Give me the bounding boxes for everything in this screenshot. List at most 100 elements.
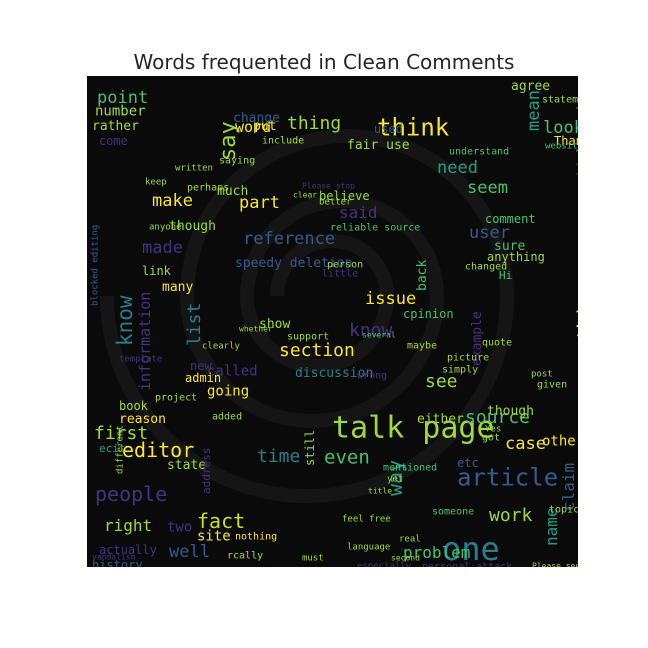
word-77: anything (487, 250, 545, 264)
word-48: reason (119, 412, 166, 427)
word-2: article (457, 464, 558, 492)
spiral-mask-outline (100, 129, 515, 503)
word-80: mentioned (383, 462, 437, 473)
word-15: right (104, 516, 152, 535)
word-100: still (303, 430, 317, 466)
word-122: several (362, 331, 396, 340)
word-66: put (253, 119, 276, 134)
word-38: claim (559, 463, 578, 511)
word-67: much (217, 184, 248, 199)
word-9: first (94, 423, 148, 444)
words-layer: talk page one article think people fact editor… (91, 79, 578, 567)
word-87: person (327, 259, 363, 270)
word-92: anyone (149, 223, 182, 233)
word-123: whether (239, 325, 273, 334)
word-13: work (489, 505, 533, 526)
word-91: keep (145, 178, 167, 188)
word-7: even (324, 447, 370, 469)
word-33: know (113, 295, 137, 346)
word-6: editor (122, 438, 194, 462)
word-4: people (95, 482, 167, 506)
word-113: clearly (202, 342, 241, 352)
word-41: going (207, 384, 249, 400)
word-24: case (505, 434, 546, 454)
word-35: look (543, 118, 578, 138)
word-18: made (142, 238, 183, 258)
word-8: section (279, 340, 355, 361)
word-98: nothing (235, 531, 277, 542)
word-65: used (374, 122, 403, 136)
word-44: site (197, 529, 231, 545)
word-103: especially (357, 562, 412, 567)
word-40: information (136, 292, 154, 391)
word-112: template (119, 355, 162, 365)
word-115: project (155, 392, 197, 403)
word-121: clear (293, 191, 317, 200)
word-86: support (287, 331, 329, 342)
word-56: comment (485, 212, 536, 226)
word-46: history (92, 558, 143, 567)
word-31: list (184, 303, 205, 346)
word-73: believe (319, 189, 370, 203)
word-3: think (377, 114, 450, 142)
word-50: show (259, 317, 290, 332)
word-96: perhaps (187, 182, 229, 193)
word-47: actually (99, 543, 157, 557)
word-58: though (487, 404, 534, 419)
word-5: fact (197, 509, 245, 533)
word-16: problem (403, 543, 470, 562)
word-107: understand (449, 146, 509, 157)
word-1: one (442, 530, 500, 567)
word-51: either (417, 412, 464, 427)
word-57: example (470, 311, 485, 366)
word-116: real (399, 535, 421, 545)
word-81: quote (482, 337, 512, 348)
word-22: see (425, 371, 458, 392)
word-21: need (437, 158, 478, 178)
word-cloud: talk page one article think people fact editor… (91, 79, 578, 567)
word-28: said (339, 203, 378, 222)
word-79: changed (465, 261, 507, 272)
word-78: Hi (499, 269, 512, 282)
word-110: given (537, 379, 567, 390)
word-55: new (190, 359, 212, 373)
word-29: user (469, 223, 510, 243)
word-97: ecit (99, 442, 126, 455)
word-20: seem (467, 178, 508, 198)
word-99: rcally (227, 550, 263, 561)
word-127: vandalism (92, 553, 136, 562)
word-117: must (302, 554, 324, 564)
word-82: picture (447, 352, 489, 363)
word-85: wrong (357, 370, 387, 381)
word-11: point (97, 88, 148, 108)
word-17: make (152, 191, 193, 211)
word-114: added (212, 411, 242, 422)
word-42: called (207, 364, 258, 380)
word-88: little (322, 268, 358, 279)
word-53: discussion (295, 366, 373, 381)
word-71: number (95, 104, 146, 120)
word-89: reliable source (330, 222, 420, 233)
word-75: back (415, 260, 430, 291)
word-132: title (368, 487, 392, 496)
word-120: Please stop (302, 182, 355, 191)
word-10: source (465, 407, 530, 428)
word-124: blocked editing (91, 225, 101, 306)
word-0: talk page (332, 411, 495, 446)
word-74: cpinion (403, 307, 454, 321)
word-83: simply (442, 364, 478, 375)
word-62: book (119, 399, 149, 413)
word-43: other (542, 434, 578, 450)
word-90: better (319, 198, 352, 208)
word-119: Please see (532, 562, 578, 567)
word-68: Thank (554, 134, 578, 148)
word-30: word (235, 118, 271, 136)
word-129: someone (432, 506, 474, 517)
word-54: admin (185, 371, 221, 385)
word-72: come (99, 134, 128, 148)
word-101: address (200, 448, 213, 494)
word-93: saying (219, 155, 255, 166)
word-70: rather (92, 119, 139, 134)
word-27: part (239, 193, 280, 213)
word-102: personal attack (422, 561, 512, 567)
